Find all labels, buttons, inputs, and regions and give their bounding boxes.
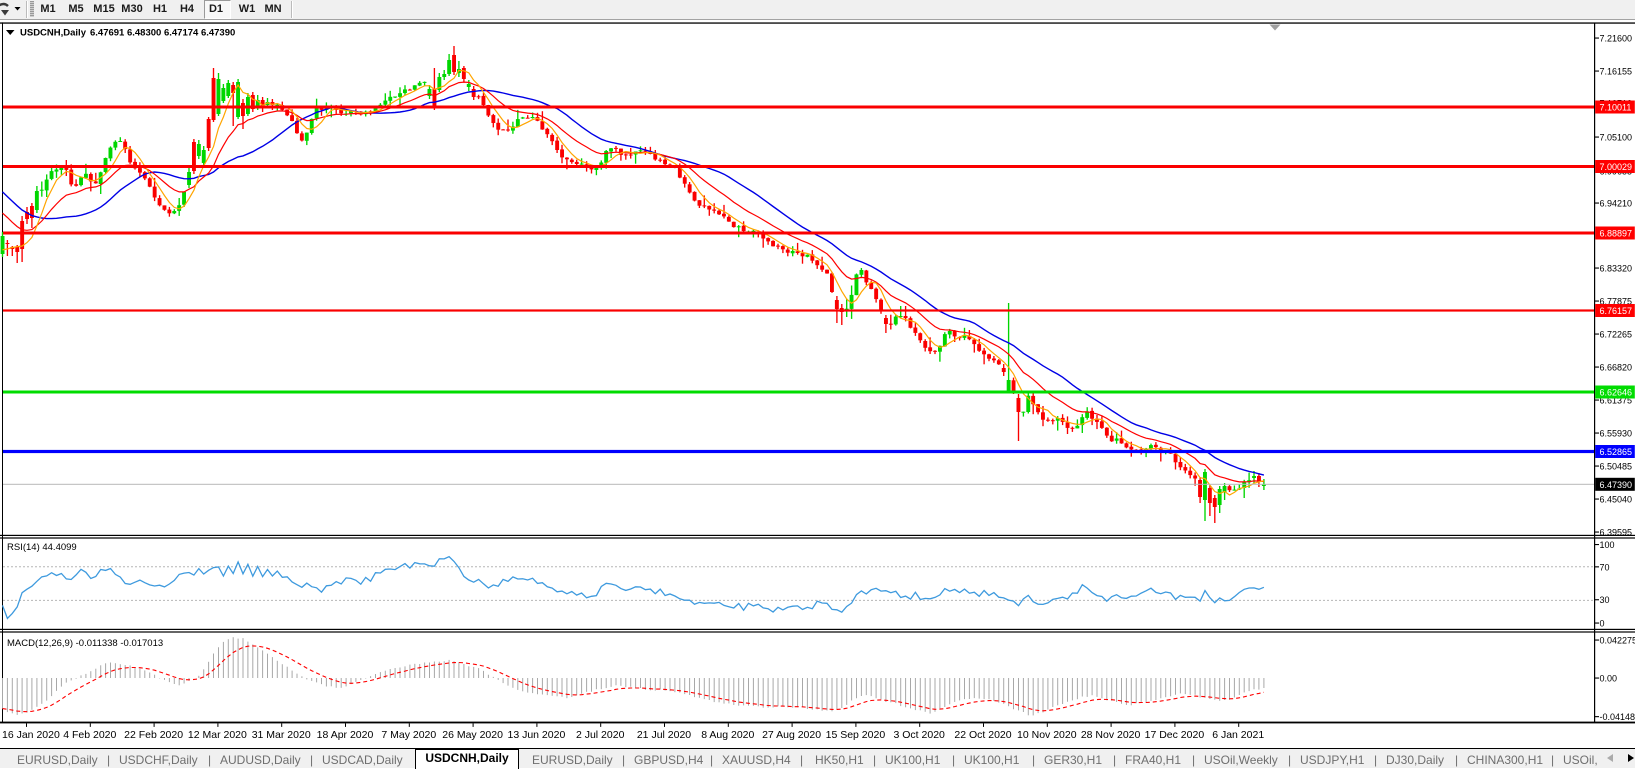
svg-text:0.00: 0.00 <box>1600 674 1618 684</box>
svg-text:-0.04148: -0.04148 <box>1600 712 1635 722</box>
svg-text:2 Jul 2020: 2 Jul 2020 <box>576 729 625 741</box>
svg-text:6.45040: 6.45040 <box>1600 495 1633 505</box>
svg-text:18 Apr 2020: 18 Apr 2020 <box>317 729 374 741</box>
svg-text:6.72265: 6.72265 <box>1600 330 1633 340</box>
svg-text:6.66820: 6.66820 <box>1600 363 1633 373</box>
svg-text:21 Jul 2020: 21 Jul 2020 <box>637 729 691 741</box>
svg-text:6.47691 6.48300 6.47174 6.4739: 6.47691 6.48300 6.47174 6.47390 <box>90 28 235 39</box>
svg-text:10 Nov 2020: 10 Nov 2020 <box>1017 729 1077 741</box>
svg-text:7.10011: 7.10011 <box>1600 103 1632 113</box>
svg-text:6.88897: 6.88897 <box>1600 229 1633 239</box>
svg-text:0.042275: 0.042275 <box>1600 636 1635 646</box>
svg-text:13 Jun 2020: 13 Jun 2020 <box>507 729 565 741</box>
svg-text:6.76157: 6.76157 <box>1600 306 1633 316</box>
svg-text:70: 70 <box>1600 562 1610 572</box>
svg-text:15 Sep 2020: 15 Sep 2020 <box>826 729 886 741</box>
svg-text:4 Feb 2020: 4 Feb 2020 <box>63 729 116 741</box>
svg-text:3 Oct 2020: 3 Oct 2020 <box>894 729 946 741</box>
svg-text:6.39595: 6.39595 <box>1600 528 1633 538</box>
svg-text:16 Jan 2020: 16 Jan 2020 <box>2 729 60 741</box>
svg-text:6.55930: 6.55930 <box>1600 429 1633 439</box>
svg-text:28 Nov 2020: 28 Nov 2020 <box>1081 729 1141 741</box>
svg-text:7.16155: 7.16155 <box>1600 67 1633 77</box>
svg-text:6.83320: 6.83320 <box>1600 264 1633 274</box>
svg-text:USDCNH,Daily: USDCNH,Daily <box>20 28 87 39</box>
svg-text:RSI(14) 44.4099: RSI(14) 44.4099 <box>7 542 77 553</box>
svg-text:7.05100: 7.05100 <box>1600 133 1633 143</box>
svg-text:6.62646: 6.62646 <box>1600 388 1633 398</box>
svg-text:26 May 2020: 26 May 2020 <box>442 729 503 741</box>
svg-text:7.00029: 7.00029 <box>1600 162 1633 172</box>
svg-text:31 Mar 2020: 31 Mar 2020 <box>252 729 311 741</box>
svg-text:17 Dec 2020: 17 Dec 2020 <box>1145 729 1205 741</box>
svg-text:MACD(12,26,9) -0.011338 -0.017: MACD(12,26,9) -0.011338 -0.017013 <box>7 638 163 649</box>
svg-text:6.50485: 6.50485 <box>1600 462 1633 472</box>
svg-text:6.47390: 6.47390 <box>1600 480 1633 490</box>
svg-text:6.94210: 6.94210 <box>1600 199 1633 209</box>
svg-text:6.52865: 6.52865 <box>1600 447 1633 457</box>
svg-text:12 Mar 2020: 12 Mar 2020 <box>188 729 247 741</box>
svg-text:30: 30 <box>1600 595 1610 605</box>
svg-text:6 Jan 2021: 6 Jan 2021 <box>1212 729 1264 741</box>
svg-text:7 May 2020: 7 May 2020 <box>381 729 436 741</box>
svg-text:22 Feb 2020: 22 Feb 2020 <box>124 729 183 741</box>
svg-text:0: 0 <box>1600 619 1605 629</box>
svg-text:100: 100 <box>1600 540 1615 550</box>
svg-text:22 Oct 2020: 22 Oct 2020 <box>954 729 1011 741</box>
svg-text:8 Aug 2020: 8 Aug 2020 <box>701 729 754 741</box>
svg-text:7.21600: 7.21600 <box>1600 34 1633 44</box>
svg-text:27 Aug 2020: 27 Aug 2020 <box>762 729 821 741</box>
